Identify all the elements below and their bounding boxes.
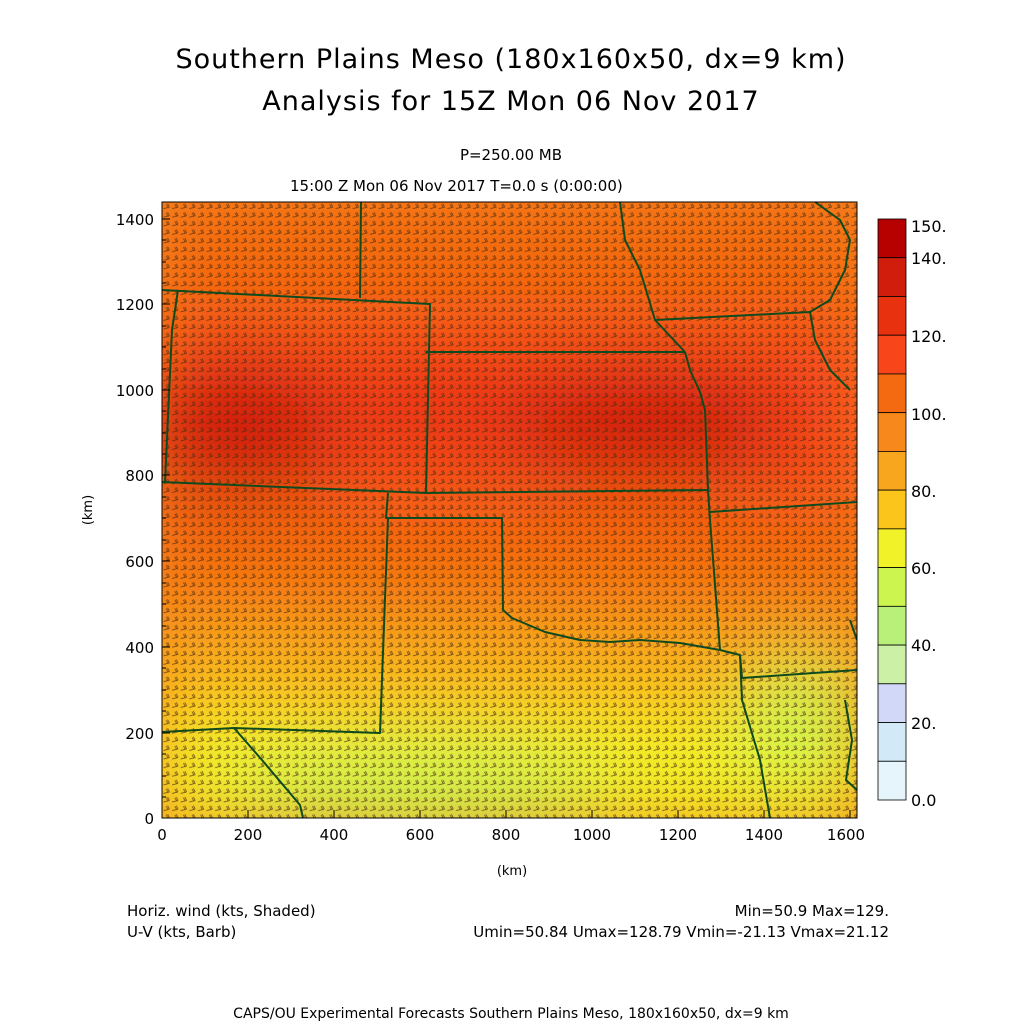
colorbar-swatch <box>877 373 907 414</box>
y-tick-label: 0 <box>144 810 154 828</box>
colorbar-swatch <box>877 683 907 723</box>
x-tick-label: 400 <box>320 826 349 844</box>
y-axis-label: (km) <box>81 495 96 525</box>
footer-credit: CAPS/OU Experimental Forecasts Southern … <box>233 1006 789 1022</box>
x-tick-label: 600 <box>406 826 435 844</box>
colorbar-label: 120. <box>911 327 947 346</box>
colorbar-swatch <box>877 489 907 530</box>
colorbar-swatch <box>877 528 907 568</box>
x-tick-label: 1400 <box>745 826 783 844</box>
map-title-line2: Analysis for 15Z Mon 06 Nov 2017 <box>262 86 760 117</box>
y-tick-label: 600 <box>125 553 154 571</box>
colorbar-label: 140. <box>911 249 947 268</box>
x-tick-label: 1200 <box>659 826 697 844</box>
map-title-line1: Southern Plains Meso (180x160x50, dx=9 k… <box>175 44 847 75</box>
pressure-level-label: P=250.00 MB <box>459 146 563 164</box>
plot-frame <box>161 201 858 819</box>
x-tick-label: 0 <box>157 826 167 844</box>
x-tick-label: 1000 <box>573 826 611 844</box>
colorbar-label: 100. <box>911 405 947 424</box>
colorbar-swatch <box>877 567 907 607</box>
colorbar-label: 60. <box>911 559 936 578</box>
colorbar-swatch <box>877 450 907 491</box>
valid-time-label: 15:00 Z Mon 06 Nov 2017 T=0.0 s (0:00:00… <box>290 177 623 195</box>
y-tick-label: 800 <box>125 467 154 485</box>
colorbar-swatch <box>877 760 907 801</box>
colorbar <box>877 218 907 801</box>
x-tick-label: 200 <box>234 826 263 844</box>
y-tick-label: 1000 <box>116 382 154 400</box>
y-axis-ticks <box>162 218 170 819</box>
colorbar-swatch <box>877 218 907 259</box>
colorbar-swatch <box>877 412 907 452</box>
colorbar-swatch <box>877 334 907 375</box>
x-axis-label: (km) <box>497 864 527 879</box>
colorbar-label: 20. <box>911 714 936 733</box>
x-tick-label: 1600 <box>827 826 865 844</box>
x-axis-ticks <box>161 810 851 818</box>
uv-min-max: Umin=50.84 Umax=128.79 Vmin=-21.13 Vmax=… <box>473 923 889 941</box>
y-tick-label: 200 <box>125 725 154 743</box>
y-tick-label: 400 <box>125 639 154 657</box>
state-boundaries <box>162 202 857 818</box>
colorbar-swatch <box>877 296 907 336</box>
legend-barb-field: U-V (kts, Barb) <box>127 923 237 941</box>
wind-speed-shading <box>162 202 857 818</box>
field-min-max: Min=50.9 Max=129. <box>734 902 889 920</box>
colorbar-label: 80. <box>911 482 936 501</box>
legend-shaded-field: Horiz. wind (kts, Shaded) <box>127 902 316 920</box>
colorbar-swatch <box>877 644 907 685</box>
y-tick-label: 1200 <box>116 296 154 314</box>
colorbar-label: 40. <box>911 636 936 655</box>
colorbar-swatch <box>877 722 907 762</box>
colorbar-label: 150. <box>911 217 947 236</box>
colorbar-swatch <box>877 257 907 297</box>
colorbar-swatch <box>877 605 907 646</box>
y-tick-label: 1400 <box>116 211 154 229</box>
colorbar-label: 0.0 <box>911 791 936 810</box>
x-tick-label: 800 <box>492 826 521 844</box>
